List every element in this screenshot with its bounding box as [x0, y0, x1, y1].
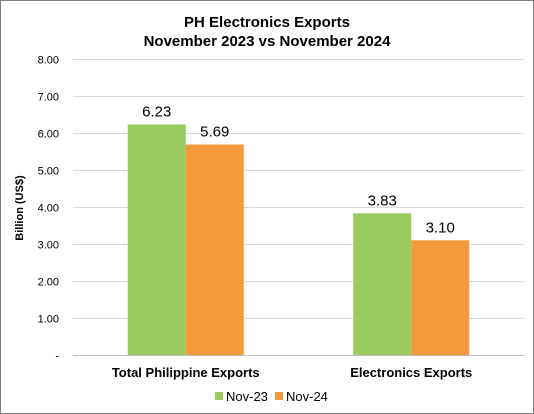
- data-labels: 6.23 5.69 3.83 3.10: [142, 103, 455, 236]
- legend-label-nov-23: Nov-23: [226, 389, 268, 404]
- category-labels: Total Philippine Exports Electronics Expo…: [112, 365, 472, 380]
- legend: Nov-23 Nov-24: [215, 389, 328, 404]
- y-tick-label: 8.00: [38, 55, 59, 67]
- y-tick-label: 5.00: [38, 166, 59, 178]
- y-axis-title: Billion (US$): [14, 175, 26, 241]
- legend-label-nov-24: Nov-24: [286, 389, 328, 404]
- y-axis-ticks: - 1.00 2.00 3.00 4.00 5.00 6.00 7.00 8.00: [38, 55, 60, 363]
- chart-title-line-2: November 2023 vs November 2024: [144, 33, 391, 50]
- bar-nov-24: [411, 240, 470, 355]
- legend-swatch-nov-23: [215, 392, 223, 400]
- data-label: 6.23: [142, 103, 171, 120]
- data-label: 3.10: [426, 219, 455, 236]
- y-tick-label: 3.00: [38, 240, 59, 252]
- data-label: 3.83: [368, 192, 397, 209]
- bar-nov-23: [127, 124, 186, 356]
- y-tick-label: 1.00: [38, 314, 59, 326]
- data-label: 5.69: [200, 123, 229, 140]
- y-tick-label: 7.00: [38, 92, 59, 104]
- chart-title-line-1: PH Electronics Exports: [184, 14, 350, 31]
- category-label: Total Philippine Exports: [112, 365, 260, 380]
- bar-nov-24: [185, 144, 244, 355]
- legend-swatch-nov-24: [275, 392, 283, 400]
- bars: [127, 124, 470, 356]
- y-tick-label: 2.00: [38, 277, 59, 289]
- y-tick-label: 4.00: [38, 203, 59, 215]
- y-tick-label: 6.00: [38, 129, 59, 141]
- y-tick-label: -: [55, 351, 59, 363]
- category-label: Electronics Exports: [350, 365, 472, 380]
- bar-nov-23: [353, 213, 412, 355]
